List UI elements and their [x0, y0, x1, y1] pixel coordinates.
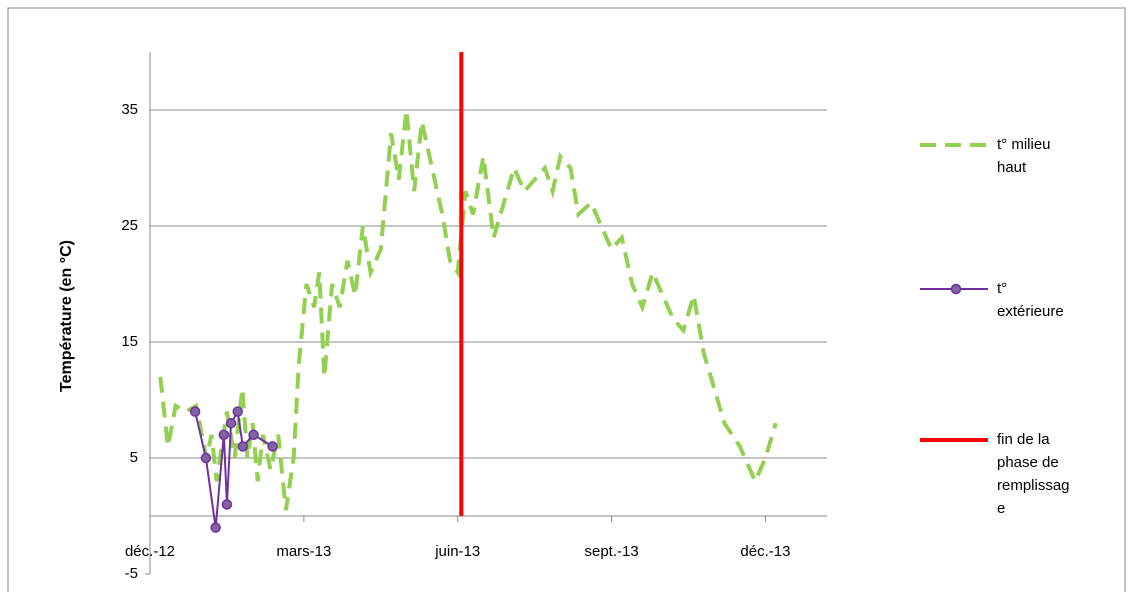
marker [225, 417, 237, 429]
marker [200, 452, 212, 464]
legend-label: t° milieu haut [997, 136, 1051, 176]
marker [221, 499, 233, 510]
y-tick-label: -5 [125, 565, 138, 582]
legend-marker [950, 283, 962, 295]
y-tick-label: 5 [130, 449, 138, 466]
chart-border [7, 7, 1126, 597]
y-tick-label: 35 [121, 101, 138, 118]
marker [210, 522, 221, 533]
marker [267, 441, 278, 452]
marker [248, 429, 259, 441]
x-tick-label: déc.-13 [740, 543, 790, 560]
legend-label: t° extérieure [997, 280, 1064, 320]
x-tick-label: mars-13 [276, 543, 331, 560]
marker [232, 406, 243, 417]
y-tick-label: 15 [121, 333, 138, 350]
marker [237, 441, 249, 452]
legend-label: fin de la phase de remplissage [997, 431, 1070, 517]
x-tick-label: sept.-13 [584, 543, 638, 560]
y-tick-label: 25 [121, 217, 138, 234]
x-tick-label: déc.-12 [125, 543, 175, 560]
marker [189, 406, 201, 417]
x-tick-label: juin-13 [434, 543, 480, 560]
y-axis-label: Température (en °C) [58, 240, 75, 392]
series-line [158, 109, 778, 511]
marker [218, 429, 230, 441]
series-line [194, 408, 274, 528]
